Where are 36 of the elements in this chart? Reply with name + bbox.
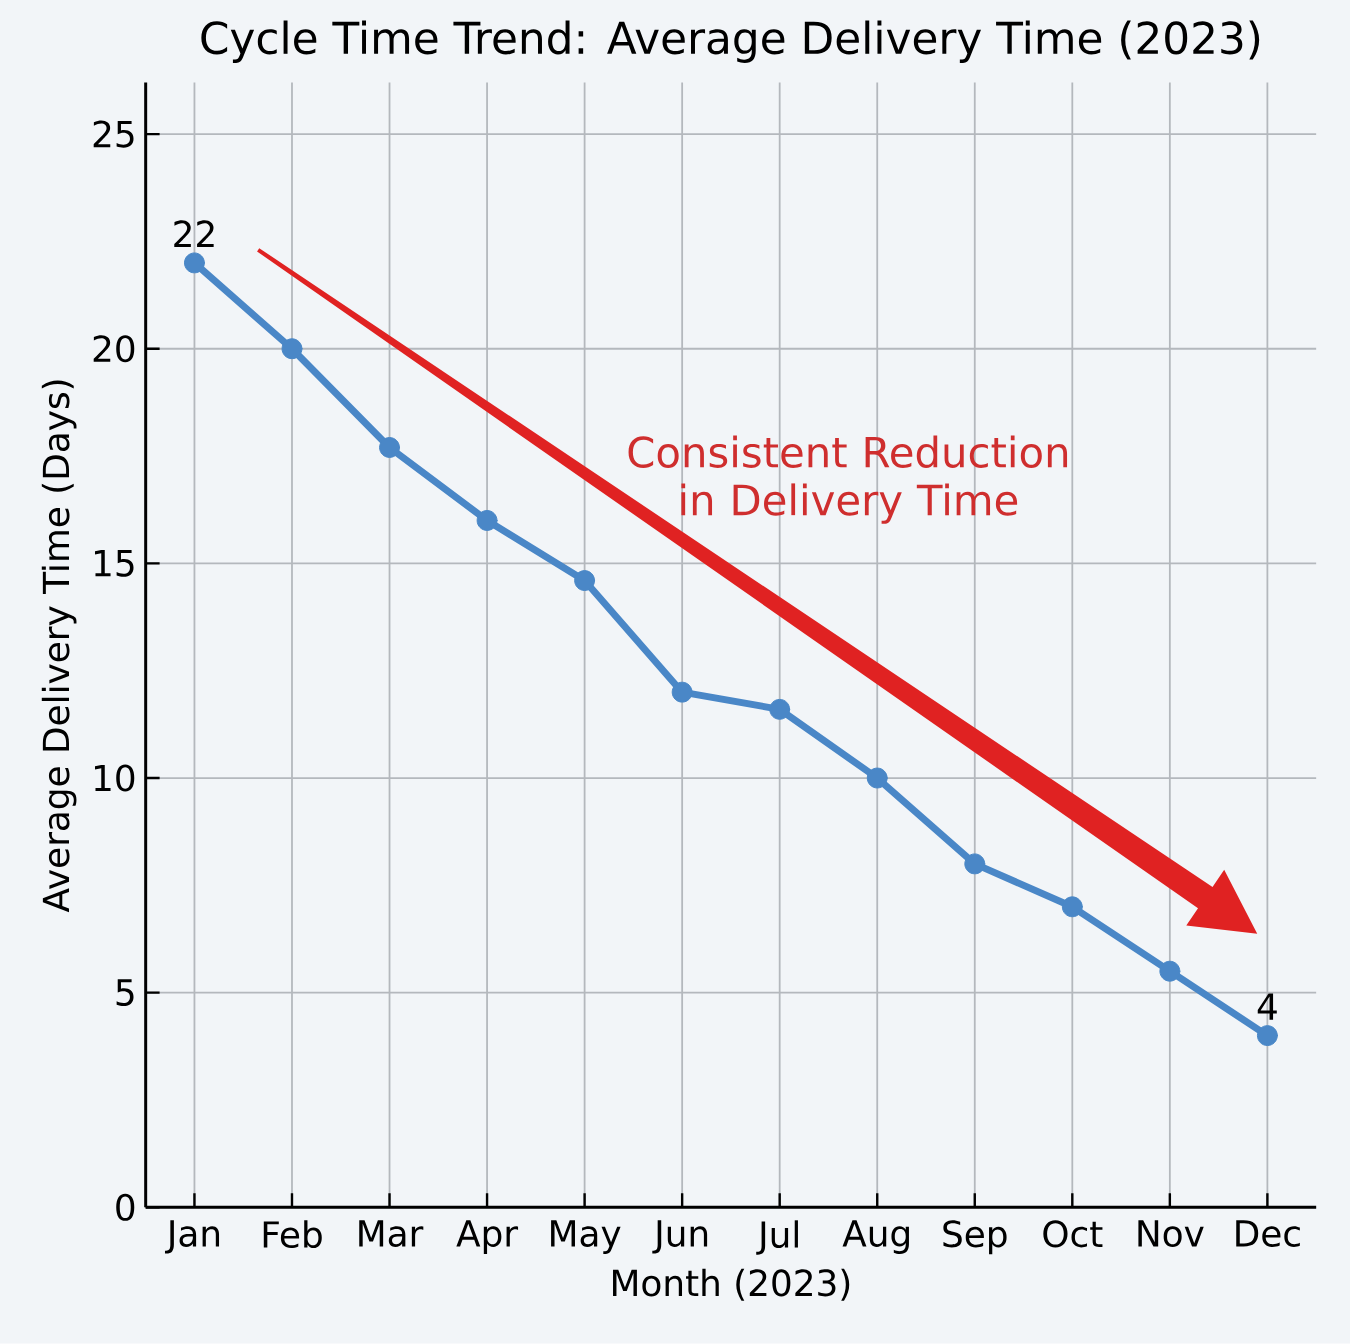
point bbox=[1159, 960, 1181, 982]
data-label: 4 bbox=[1257, 993, 1277, 1020]
x-tick-label: Oct bbox=[1043, 1220, 1103, 1248]
x-tick-label: Aug bbox=[842, 1220, 909, 1255]
x-axis-title: Month (2023) bbox=[613, 1268, 850, 1301]
x-tick-label: Jul bbox=[756, 1220, 798, 1255]
x-tick-label: May bbox=[551, 1220, 621, 1255]
y-axis-title: Average Delivery Time (Days) bbox=[41, 380, 77, 913]
y-tick-label: 0 bbox=[116, 1193, 135, 1222]
x-tick-label: Sep bbox=[943, 1220, 1007, 1255]
data-label: 22 bbox=[174, 220, 214, 248]
point bbox=[1061, 896, 1083, 918]
annotation: Consistent Reduction in Delivery Time bbox=[628, 435, 1068, 525]
point bbox=[671, 681, 693, 703]
point bbox=[476, 510, 498, 532]
point bbox=[769, 699, 791, 720]
y-tick-label: 20 bbox=[93, 335, 135, 363]
point bbox=[964, 853, 986, 875]
x-tick-label: Jun bbox=[652, 1220, 708, 1254]
chart-title: Cycle Time Trend: Average Delivery Time (2023) bbox=[201, 20, 1260, 64]
x-tick-label: Jan bbox=[164, 1220, 220, 1254]
x-tick-label: Apr bbox=[456, 1220, 519, 1255]
point bbox=[574, 570, 596, 592]
x-tick-label: Feb bbox=[263, 1220, 322, 1249]
point bbox=[866, 767, 888, 789]
y-tick-label: 15 bbox=[94, 550, 134, 577]
y-tick-label: 10 bbox=[94, 764, 135, 792]
point bbox=[183, 252, 205, 274]
point bbox=[379, 437, 400, 459]
point bbox=[281, 338, 303, 360]
y-tick-label: 5 bbox=[116, 979, 134, 1007]
x-tick-label: Nov bbox=[1138, 1220, 1204, 1248]
x-tick-label: Dec bbox=[1236, 1220, 1300, 1248]
point bbox=[1256, 1025, 1278, 1047]
x-tick-label: Mar bbox=[359, 1220, 424, 1248]
y-tick-label: 25 bbox=[93, 120, 134, 148]
